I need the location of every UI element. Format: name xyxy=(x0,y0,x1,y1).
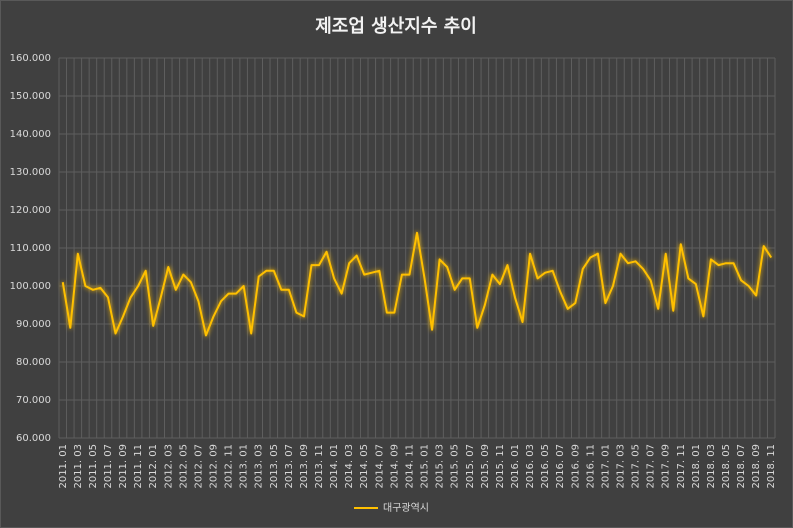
x-tick-label: 2014. 11 xyxy=(404,444,415,489)
x-tick-label: 2012. 01 xyxy=(148,444,159,489)
x-tick-label: 2016. 01 xyxy=(510,444,521,489)
x-tick-label: 2013. 05 xyxy=(269,444,280,489)
x-tick-label: 2014. 01 xyxy=(329,444,340,489)
x-tick-label: 2013. 01 xyxy=(239,444,250,489)
x-tick-label: 2018. 01 xyxy=(691,444,702,489)
x-tick-label: 2014. 07 xyxy=(374,444,385,489)
x-tick-label: 2012. 09 xyxy=(209,444,220,489)
data-line xyxy=(61,231,773,337)
x-tick-label: 2011. 07 xyxy=(103,444,114,489)
x-tick-label: 2011. 01 xyxy=(58,444,69,489)
x-tick-label: 2012. 05 xyxy=(178,444,189,489)
x-tick-label: 2015. 11 xyxy=(495,444,506,489)
x-tick-label: 2017. 11 xyxy=(676,444,687,489)
y-tick-label: 70.000 xyxy=(16,395,51,406)
x-tick-label: 2013. 07 xyxy=(284,444,295,489)
x-tick-label: 2016. 05 xyxy=(540,444,551,489)
x-tick-label: 2015. 07 xyxy=(465,444,476,489)
x-tick-label: 2012. 03 xyxy=(163,444,174,489)
x-tick-label: 2017. 09 xyxy=(661,444,672,489)
x-tick-label: 2013. 09 xyxy=(299,444,310,489)
x-tick-label: 2015. 09 xyxy=(480,444,491,489)
x-tick-label: 2012. 07 xyxy=(193,444,204,489)
x-tick-label: 2015. 03 xyxy=(435,444,446,489)
x-tick-label: 2017. 05 xyxy=(631,444,642,489)
x-tick-label: 2011. 03 xyxy=(73,444,84,489)
x-tick-label: 2016. 07 xyxy=(555,444,566,489)
y-tick-label: 110.000 xyxy=(10,243,51,254)
y-tick-label: 80.000 xyxy=(16,357,51,368)
x-tick-label: 2015. 01 xyxy=(420,444,431,489)
x-tick-label: 2011. 11 xyxy=(133,444,144,489)
x-tick-label: 2018. 09 xyxy=(751,444,762,489)
x-tick-label: 2012. 11 xyxy=(224,444,235,489)
x-tick-label: 2016. 09 xyxy=(570,444,581,489)
y-tick-label: 100.000 xyxy=(10,281,51,292)
x-tick-label: 2014. 09 xyxy=(389,444,400,489)
y-tick-label: 150.000 xyxy=(10,91,51,102)
x-tick-label: 2017. 07 xyxy=(646,444,657,489)
y-tick-label: 140.000 xyxy=(10,129,51,140)
y-tick-label: 130.000 xyxy=(10,167,51,178)
y-tick-label: 90.000 xyxy=(16,319,51,330)
x-tick-label: 2018. 07 xyxy=(736,444,747,489)
x-tick-label: 2016. 03 xyxy=(525,444,536,489)
x-tick-label: 2017. 03 xyxy=(615,444,626,489)
x-tick-label: 2011. 05 xyxy=(88,444,99,489)
x-tick-label: 2014. 03 xyxy=(344,444,355,489)
y-tick-label: 60.000 xyxy=(16,433,51,444)
y-tick-label: 120.000 xyxy=(10,205,51,216)
legend-label: 대구광역시 xyxy=(383,502,429,514)
y-tick-label: 160.000 xyxy=(10,53,51,64)
x-tick-label: 2014. 05 xyxy=(359,444,370,489)
x-tick-label: 2018. 03 xyxy=(706,444,717,489)
chart-title: 제조업 생산지수 추이 xyxy=(315,16,477,37)
x-tick-label: 2016. 11 xyxy=(585,444,596,489)
x-tick-label: 2018. 11 xyxy=(766,444,777,489)
x-tick-label: 2018. 05 xyxy=(721,444,732,489)
x-tick-label: 2013. 03 xyxy=(254,444,265,489)
x-tick-label: 2011. 09 xyxy=(118,444,129,489)
x-tick-label: 2015. 05 xyxy=(450,444,461,489)
x-tick-label: 2017. 01 xyxy=(600,444,611,489)
x-tick-label: 2013. 11 xyxy=(314,444,325,489)
